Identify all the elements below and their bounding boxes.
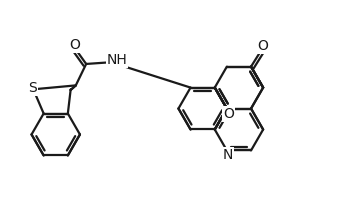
Text: O: O [257,39,268,53]
Text: O: O [223,107,234,121]
Text: N: N [222,148,233,162]
Text: S: S [28,81,37,95]
Text: NH: NH [107,54,128,67]
Text: O: O [70,38,80,52]
